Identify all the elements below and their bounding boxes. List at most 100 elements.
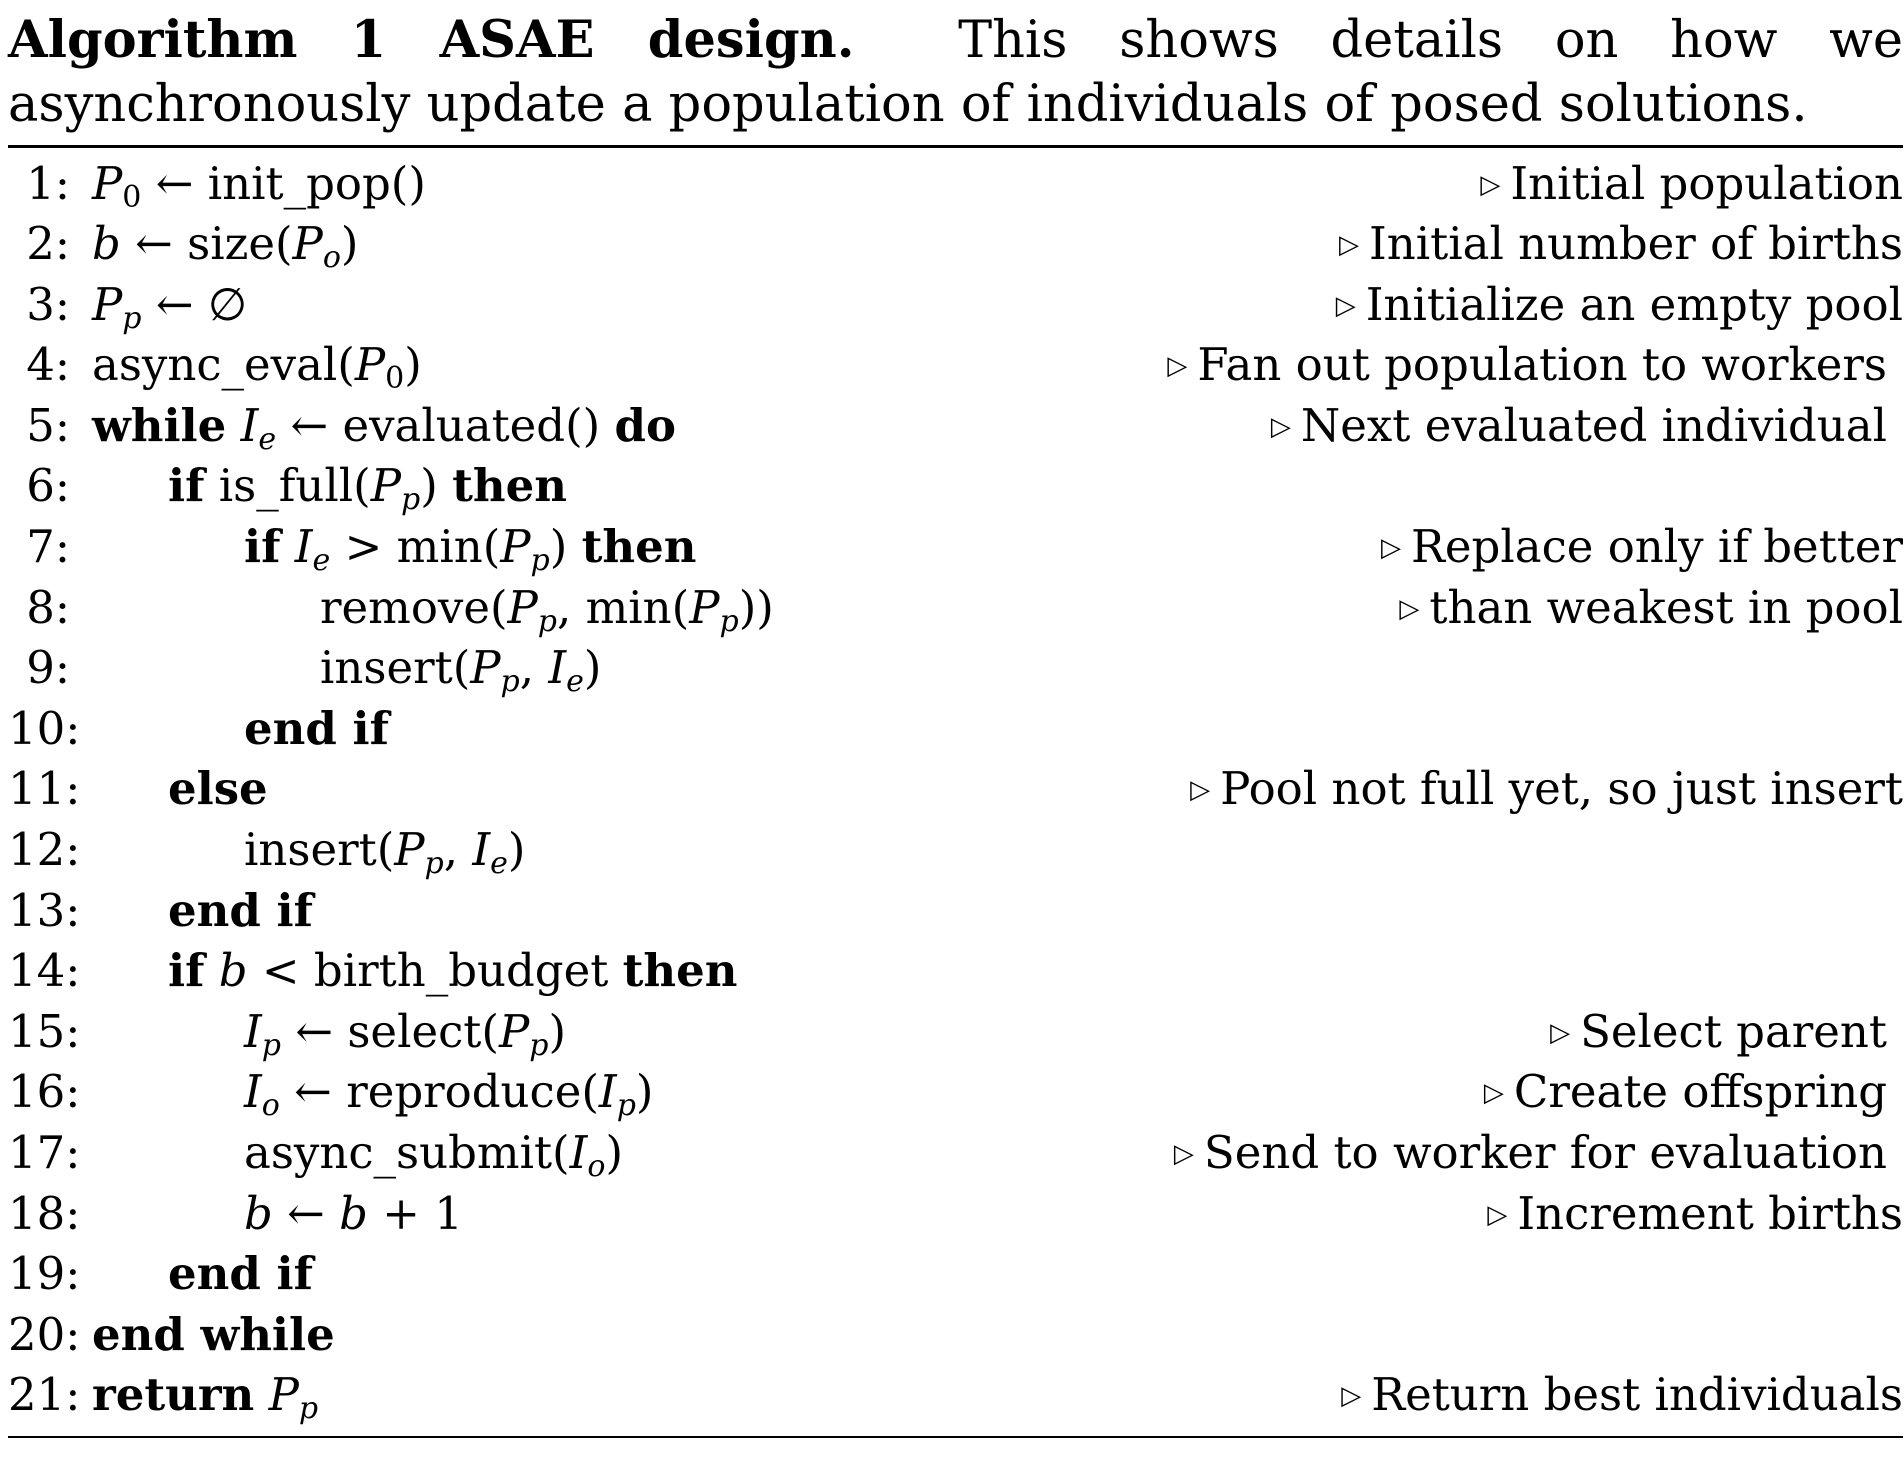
comment-triangle-icon: ▷ <box>1167 351 1188 382</box>
comment-text: Create offspring <box>1513 1065 1887 1119</box>
close-paren: ) <box>340 217 359 271</box>
comment-triangle-icon: ▷ <box>1480 169 1501 200</box>
keyword: else <box>168 762 268 816</box>
function-call: evaluated() <box>342 398 601 452</box>
subscript: o <box>322 240 341 276</box>
keyword: end if <box>244 701 389 755</box>
code-statement: insert(Pp, Ie) <box>244 820 525 880</box>
subscript: e <box>490 846 508 882</box>
subscript: p <box>616 1088 636 1124</box>
arg: I <box>548 641 567 695</box>
arg: P <box>689 580 720 634</box>
keyword: if <box>168 459 205 513</box>
subscript: p <box>261 1027 281 1063</box>
close-paren: ) <box>605 1126 624 1179</box>
keyword: while <box>92 398 227 452</box>
subscript: p <box>537 603 558 639</box>
code-statement: Ip ← select(Pp) <box>244 1002 566 1062</box>
comment-text: Initial number of births <box>1369 217 1903 271</box>
line-number: 16: <box>8 1065 81 1119</box>
assign-arrow: ← <box>290 398 329 452</box>
line-number: 1: <box>26 156 70 210</box>
subscript: p <box>719 603 739 639</box>
algorithm-caption: Algorithm 1 ASAE design. This shows deta… <box>8 8 1903 137</box>
arg: P <box>370 459 402 513</box>
comment-text: Return best individuals <box>1371 1368 1903 1422</box>
line-number: 18: <box>8 1186 81 1240</box>
line-comment: ▷ Initial population <box>1480 154 1903 215</box>
operator: > <box>344 520 383 574</box>
code-statement: end if <box>168 1244 313 1304</box>
line-number: 10: <box>8 701 81 755</box>
arg: P <box>470 641 501 695</box>
code-statement: P0 ← init_pop() <box>92 154 426 214</box>
line-number: 4: <box>26 338 70 392</box>
algorithm-line-4: 4: async_eval(P0) ▷ Fan out population to… <box>8 335 1903 396</box>
algorithm-line-11: 11: else ▷ Pool not full yet, so just ins… <box>8 759 1903 820</box>
top-rule <box>8 145 1903 148</box>
algorithm-line-3: 3: Pp ← ∅ ▷ Initialize an empty pool <box>8 275 1903 336</box>
identifier: birth_budget <box>313 944 609 998</box>
arg: I <box>472 823 491 877</box>
line-number: 3: <box>26 277 70 331</box>
arg: P <box>354 338 386 392</box>
comment-triangle-icon: ▷ <box>1339 230 1360 261</box>
algorithm-line-14: 14: if b < birth_budget then <box>8 941 1903 1002</box>
function-call: insert( <box>320 641 471 695</box>
line-comment: ▷ Initial number of births <box>1339 214 1903 275</box>
var: b <box>339 1186 368 1240</box>
subscript: p <box>298 1391 319 1427</box>
assign-arrow: ← <box>135 217 173 271</box>
keyword: end if <box>168 883 313 937</box>
keyword: return <box>92 1368 255 1422</box>
line-comment: ▷ Increment births <box>1487 1184 1903 1245</box>
algorithm-line-2: 2: b ← size(Po) ▷ Initial number of birth… <box>8 214 1903 275</box>
var: P <box>268 1368 299 1422</box>
assign-arrow: ← <box>295 1004 334 1058</box>
comment-triangle-icon: ▷ <box>1550 1017 1571 1048</box>
algorithm-line-16: 16: Io ← reproduce(Ip) ▷ Create offspring <box>8 1062 1903 1123</box>
algorithm-line-10: 10: end if <box>8 699 1903 760</box>
code-statement: if b < birth_budget then <box>168 941 737 1001</box>
var: b <box>244 1186 273 1240</box>
line-comment: ▷ Fan out population to workers <box>1167 335 1887 396</box>
algorithm-block: Algorithm 1 ASAE design. This shows deta… <box>8 8 1903 1439</box>
algorithm-line-7: 7: if Ie > min(Pp) then ▷ Replace only if… <box>8 517 1903 578</box>
subscript: 0 <box>122 179 142 215</box>
function-call: is_full( <box>218 459 371 513</box>
var: P <box>92 156 123 210</box>
var: b <box>218 944 248 998</box>
line-comment: ▷ Select parent <box>1550 1002 1887 1063</box>
algorithm-line-15: 15: Ip ← select(Pp) ▷ Select parent <box>8 1002 1903 1063</box>
comment-triangle-icon: ▷ <box>1190 775 1211 806</box>
code-statement: async_submit(Io) <box>244 1123 623 1183</box>
code-statement: end while <box>92 1305 335 1365</box>
line-number: 5: <box>26 398 70 452</box>
subscript: p <box>529 1027 549 1063</box>
line-number: 6: <box>26 459 70 513</box>
close-paren: ) <box>404 338 422 392</box>
algorithm-line-5: 5: while Ie ← evaluated() do ▷ Next evalu… <box>8 396 1903 457</box>
comment-triangle-icon: ▷ <box>1173 1139 1194 1169</box>
var: P <box>92 277 123 331</box>
comment-text: Pool not full yet, so just insert <box>1220 762 1903 816</box>
assign-arrow: ← <box>294 1065 332 1119</box>
code-statement: return Pp <box>92 1365 318 1425</box>
empty-set: ∅ <box>207 277 248 331</box>
subscript: p <box>424 846 444 882</box>
comment-text: Select parent <box>1580 1004 1887 1058</box>
close-paren: ) <box>548 1004 566 1058</box>
operator: + 1 <box>382 1186 463 1240</box>
algorithm-line-9: 9: insert(Pp, Ie) <box>8 638 1903 699</box>
comment-text: Increment births <box>1517 1186 1903 1240</box>
line-comment: ▷ Pool not full yet, so just insert <box>1190 759 1903 820</box>
operator: < <box>261 944 300 998</box>
subscript: e <box>258 421 277 457</box>
close-paren: ) <box>583 641 602 695</box>
line-number: 13: <box>8 883 81 937</box>
function-call: reproduce( <box>346 1065 599 1119</box>
comment-triangle-icon: ▷ <box>1335 290 1356 321</box>
code-statement: end if <box>244 699 389 759</box>
subscript: o <box>587 1149 606 1184</box>
arg: I <box>569 1126 588 1179</box>
